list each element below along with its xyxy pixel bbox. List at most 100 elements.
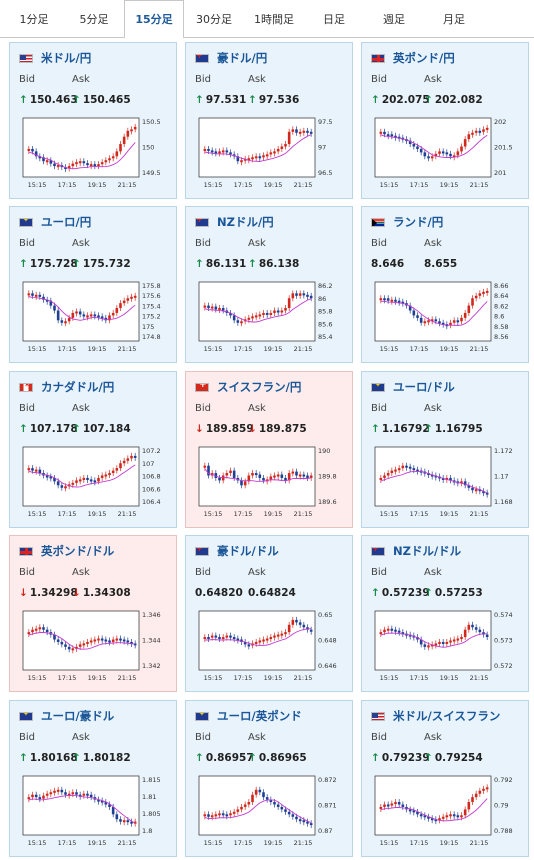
x-tick-label: 15:15 bbox=[380, 674, 399, 682]
candle bbox=[280, 310, 284, 313]
pair-title[interactable]: NZドル/ドル bbox=[371, 544, 461, 558]
mini-chart[interactable]: 97.5 97 96.5 15:15 17:15 19:15 21:15 bbox=[197, 115, 343, 191]
ask-value: 175.732 bbox=[82, 258, 131, 270]
candle bbox=[306, 821, 309, 824]
pair-card[interactable]: ユーロ/豪ドル Bid Ask ↑1.80168 ↑1.80182 1.8151… bbox=[9, 700, 177, 857]
candle bbox=[269, 637, 273, 640]
y-tick-label: 0.574 bbox=[494, 611, 513, 619]
pair-title[interactable]: 米ドル/円 bbox=[19, 51, 91, 65]
pair-title[interactable]: ユーロ/英ポンド bbox=[195, 709, 302, 723]
candle bbox=[291, 129, 295, 132]
candle bbox=[291, 293, 295, 299]
mini-chart[interactable]: 0.792 0.79 0.788 15:15 17:15 19:15 21:15 bbox=[373, 773, 519, 849]
pair-title[interactable]: スイスフラン/円 bbox=[195, 380, 301, 394]
mini-chart[interactable]: 0.574 0.573 0.572 15:15 17:15 19:15 21:15 bbox=[373, 608, 519, 684]
pair-card[interactable]: 英ポンド/ドル Bid Ask ↓ 1.34298 ↓ 1.34308 1.346 1… bbox=[9, 535, 177, 692]
candle bbox=[302, 130, 306, 133]
mini-chart[interactable]: 1.172 1.17 1.168 15:15 17:15 19:15 21:15 bbox=[373, 444, 519, 520]
moving-average-line bbox=[380, 798, 488, 822]
mini-chart[interactable]: 107.2 107 106.8 106.6 106.4 15:15 17:15 19:15 21… bbox=[21, 444, 167, 520]
tab-1[interactable]: 5分足 bbox=[79, 13, 109, 26]
pair-title[interactable]: カナダドル/円 bbox=[19, 380, 114, 394]
mini-chart-svg: 190 189.8 189.6 15:15 17:15 19:15 21:15 bbox=[198, 446, 337, 518]
candle bbox=[126, 458, 130, 461]
up-arrow-icon: ↑ bbox=[424, 752, 433, 764]
mini-chart[interactable]: 1.815 1.81 1.805 1.8 15:15 17:15 19:15 21:15 bbox=[21, 773, 167, 849]
flag-icon bbox=[195, 217, 209, 227]
x-tick-label: 17:15 bbox=[410, 510, 429, 518]
down-arrow-icon: ↓ bbox=[19, 587, 28, 599]
tab-6[interactable]: 週足 bbox=[383, 13, 405, 26]
x-tick-label: 15:15 bbox=[380, 181, 399, 189]
pair-card[interactable]: ユーロ/ドル Bid Ask ↑1.16792 ↑1.16795 1.1721.… bbox=[361, 371, 529, 528]
pair-card[interactable]: ランド/円 Bid Ask 8.646 8.655 8.66 8.64 8.62 8.… bbox=[361, 206, 529, 363]
pair-title[interactable]: 豪ドル/ドル bbox=[195, 544, 279, 558]
mini-chart[interactable]: 0.65 0.648 0.646 15:15 17:15 19:15 21:15 bbox=[197, 608, 343, 684]
candle bbox=[247, 317, 251, 320]
tab-2[interactable]: 15分足 bbox=[124, 0, 184, 39]
mini-chart-svg: 0.574 0.573 0.572 15:15 17:15 19:15 21:15 bbox=[374, 610, 513, 682]
candle bbox=[386, 134, 390, 137]
pair-card[interactable]: 豪ドル/ドル Bid Ask 0.64820 0.64824 0.65 0.648… bbox=[185, 535, 353, 692]
pair-title[interactable]: ユーロ/ドル bbox=[371, 380, 455, 394]
mini-chart[interactable]: 190 189.8 189.6 15:15 17:15 19:15 21:15 bbox=[197, 444, 343, 520]
pair-title[interactable]: 米ドル/スイスフラン bbox=[371, 709, 500, 723]
tab-4[interactable]: 1時間足 bbox=[254, 13, 294, 26]
pair-card[interactable]: カナダドル/円 Bid Ask ↑107.178 ↑107.184 107.21… bbox=[9, 371, 177, 528]
mini-chart[interactable]: 0.872 0.871 0.87 15:15 17:15 19:15 21:15 bbox=[197, 773, 343, 849]
x-tick-label: 19:15 bbox=[264, 181, 283, 189]
pair-card[interactable]: 豪ドル/円 Bid Ask ↑97.531 ↑97.536 97.59796.5… bbox=[185, 42, 353, 199]
mini-chart[interactable]: 86.2 86 85.8 85.6 85.4 15:15 17:15 19:15 21:15 bbox=[197, 279, 343, 355]
mini-chart[interactable]: 150.5 150 149.5 15:15 17:15 19:15 21:15 bbox=[21, 115, 167, 191]
pair-title[interactable]: NZドル/円 bbox=[195, 215, 274, 229]
pair-title[interactable]: 英ポンド/ドル bbox=[19, 544, 114, 558]
pair-card[interactable]: NZドル/ドル Bid Ask ↑0.57239 ↑0.57253 0.5740… bbox=[361, 535, 529, 692]
candle bbox=[89, 479, 93, 482]
pair-title[interactable]: ランド/円 bbox=[371, 215, 443, 229]
bid-value: 1.16792 bbox=[381, 423, 430, 435]
pair-title[interactable]: 豪ドル/円 bbox=[195, 51, 267, 65]
tab-0[interactable]: 1分足 bbox=[19, 13, 49, 26]
candle bbox=[34, 628, 38, 631]
tab-7[interactable]: 月足 bbox=[443, 13, 465, 26]
tab-3[interactable]: 30分足 bbox=[196, 13, 232, 26]
x-tick-label: 15:15 bbox=[28, 839, 47, 847]
candle bbox=[108, 473, 111, 476]
candle bbox=[460, 815, 463, 818]
candle bbox=[86, 793, 89, 796]
candle bbox=[430, 474, 434, 477]
pair-card[interactable]: ユーロ/英ポンド Bid Ask ↑0.86957 ↑0.86965 0.872… bbox=[185, 700, 353, 857]
mini-chart[interactable]: 175.8 175.6 175.4 175.2 175 174.8 15:15 17:15 19… bbox=[21, 279, 167, 355]
pair-title[interactable]: ユーロ/円 bbox=[19, 215, 91, 229]
pair-card[interactable]: スイスフラン/円 Bid Ask ↓189.859 ↓189.875 19018… bbox=[185, 371, 353, 528]
pair-title[interactable]: ユーロ/豪ドル bbox=[19, 709, 114, 723]
candle bbox=[27, 797, 31, 800]
tab-5[interactable]: 日足 bbox=[323, 13, 345, 26]
candle bbox=[438, 818, 441, 821]
candle bbox=[401, 804, 405, 807]
candle bbox=[45, 160, 49, 163]
candle bbox=[251, 473, 254, 476]
candle bbox=[265, 312, 269, 315]
candle bbox=[273, 310, 276, 313]
candle bbox=[430, 319, 434, 322]
pair-card[interactable]: 米ドル/スイスフラン Bid Ask ↑ 0.79239 ↑ 0.79254 0.7… bbox=[361, 700, 529, 857]
moving-average-line bbox=[204, 799, 312, 824]
candle bbox=[203, 148, 207, 151]
candle bbox=[485, 787, 489, 790]
candle bbox=[78, 161, 82, 164]
pair-card[interactable]: ユーロ/円 Bid Ask ↑175.728 ↑175.732 175.8175… bbox=[9, 206, 177, 363]
ask-label: Ask bbox=[424, 732, 442, 743]
candle bbox=[478, 293, 482, 296]
mini-chart[interactable]: 8.66 8.64 8.62 8.6 8.58 8.56 15:15 17:15 19:15 21… bbox=[373, 279, 519, 355]
mini-chart[interactable]: 202 201.5 201 15:15 17:15 19:15 21:15 bbox=[373, 115, 519, 191]
pair-title[interactable]: 英ポンド/円 bbox=[371, 51, 455, 65]
candle bbox=[298, 293, 302, 296]
pair-card[interactable]: NZドル/円 Bid Ask ↑86.131 ↑86.138 86.28685.… bbox=[185, 206, 353, 363]
bid-price: ↑ 97.531 bbox=[195, 94, 246, 106]
pair-card[interactable]: 英ポンド/円 Bid Ask ↑ 202.075 ↑ 202.082 202 201.… bbox=[361, 42, 529, 199]
pair-card[interactable]: 米ドル/円 Bid Ask ↑ 150.463 ↑ 150.465 150.5 150… bbox=[9, 42, 177, 199]
mini-chart[interactable]: 1.346 1.344 1.342 15:15 17:15 19:15 21:15 bbox=[21, 608, 167, 684]
candle bbox=[60, 320, 64, 323]
mini-chart-svg: 202 201.5 201 15:15 17:15 19:15 21:15 bbox=[374, 117, 513, 189]
